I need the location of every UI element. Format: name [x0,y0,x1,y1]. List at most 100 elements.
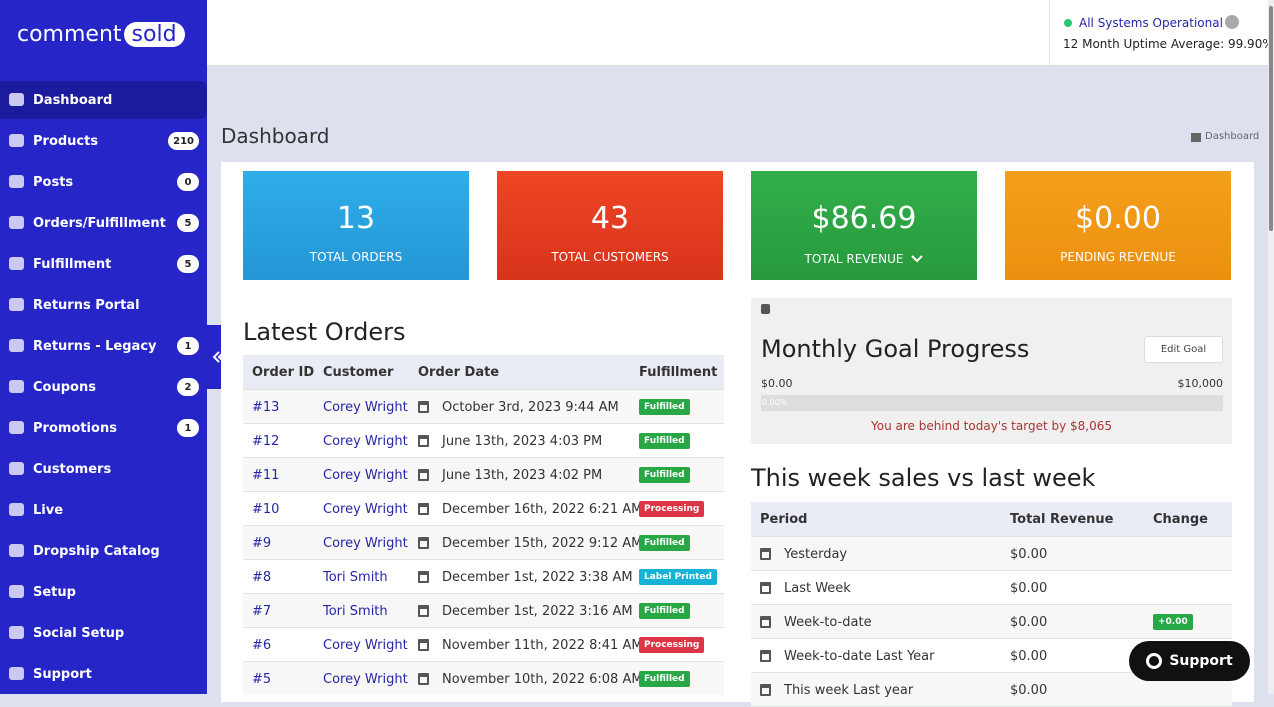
order-row: #7 Tori Smith December 1st, 2022 3:16 AM Fu… [243,593,724,627]
nav-item[interactable]: Products 210 [0,122,207,160]
change-badge: +0.00 [1153,614,1193,630]
order-date: December 1st, 2022 3:16 AM [442,603,633,619]
order-id[interactable]: #13 [252,399,280,415]
customer-link[interactable]: Corey Wright [323,467,408,483]
customer-link[interactable]: Corey Wright [323,399,408,415]
nav-item[interactable]: Support [0,655,207,693]
customer-link[interactable]: Corey Wright [323,535,408,551]
nav-label: Support [33,666,92,682]
period: Week-to-date Last Year [784,648,935,664]
section-title: Latest Orders [243,318,406,346]
status-link[interactable]: All Systems Operational [1079,16,1223,30]
nav-icon [9,134,24,147]
edit-goal-button[interactable]: Edit Goal [1144,336,1223,363]
revenue: $0.00 [1010,580,1048,596]
order-id[interactable]: #12 [252,433,280,449]
nav-icon [9,380,24,393]
order-id[interactable]: #6 [252,637,272,653]
period: Last Week [784,580,851,596]
customer-link[interactable]: Corey Wright [323,637,408,653]
nav-label: Fulfillment [33,256,112,272]
status-badge: Fulfilled [639,603,690,619]
customer-link[interactable]: Corey Wright [323,433,408,449]
order-id[interactable]: #7 [252,603,272,619]
breadcrumb[interactable]: Dashboard [1205,131,1260,142]
nav-badge: 2 [177,378,199,396]
nav-item[interactable]: Setup [0,573,207,611]
stat-value: 43 [590,201,630,236]
nav-item[interactable]: Returns Portal [0,286,207,324]
order-row: #5 Corey Wright November 10th, 2022 6:08 A… [243,661,724,695]
section-title: This week sales vs last week [751,464,1096,492]
customer-link[interactable]: Corey Wright [323,671,408,687]
order-row: #12 Corey Wright June 13th, 2023 4:03 PM Fu… [243,423,724,457]
nav-icon [9,462,24,475]
support-label: Support [1169,653,1233,669]
status-cell: Fulfilled [639,458,690,492]
nav-item[interactable]: Returns - Legacy 1 [0,327,207,365]
nav-item[interactable]: Dashboard [0,81,207,119]
page-title: Dashboard [221,124,330,148]
order-row: #9 Corey Wright December 15th, 2022 9:12 A… [243,525,724,559]
stat-value: 13 [336,201,376,236]
order-row: #8 Tori Smith December 1st, 2022 3:38 AM La… [243,559,724,593]
order-id[interactable]: #10 [252,501,280,517]
order-id[interactable]: #8 [252,569,272,585]
order-date: December 1st, 2022 3:38 AM [442,569,633,585]
week-row: Week-to-date $0.00 +0.00 [751,604,1232,638]
calendar-icon [418,571,429,583]
change-cell: +0.00 [1153,605,1193,639]
dropdown-icon [911,255,924,263]
nav-icon [9,585,24,598]
status-cell: Fulfilled [639,526,690,560]
customer-link[interactable]: Tori Smith [323,603,388,619]
column-header: Fulfillment [639,365,718,380]
calendar-icon [760,548,771,560]
revenue: $0.00 [1010,546,1048,562]
nav-label: Dashboard [33,92,113,108]
nav-item[interactable]: Dropship Catalog [0,532,207,570]
nav-item[interactable]: Orders/Fulfillment 5 [0,204,207,242]
nav-item[interactable]: Fulfillment 5 [0,245,207,283]
order-date: December 15th, 2022 9:12 AM [442,535,643,551]
status-cell: Fulfilled [639,594,690,628]
calendar-icon [760,582,771,594]
nav-icon [9,216,24,229]
nav-label: Returns - Legacy [33,338,157,354]
week-row: Week-to-date Last Year $0.00 [751,638,1232,672]
nav-item[interactable]: Posts 0 [0,163,207,201]
goal-title: Monthly Goal Progress [761,335,1030,363]
top-bar: All Systems Operational 12 Month Uptime … [207,0,1274,66]
customer-link[interactable]: Tori Smith [323,569,388,585]
nav-item[interactable]: Live [0,491,207,529]
calendar-icon [760,684,771,696]
nav-item[interactable]: Promotions 1 [0,409,207,447]
support-button[interactable]: Support [1129,641,1250,681]
revenue: $0.00 [1010,682,1048,698]
status-cell: Fulfilled [639,390,690,424]
calendar-icon [418,435,429,447]
column-header: Customer [323,365,394,380]
nav-label: Dropship Catalog [33,543,160,559]
customer-link[interactable]: Corey Wright [323,501,408,517]
scroll-thumb [1269,6,1273,231]
logo-right: sold [123,22,185,47]
chat-icon [1146,653,1163,669]
info-icon[interactable] [1225,15,1239,29]
order-id[interactable]: #9 [252,535,272,551]
nav-label: Posts [33,174,74,190]
order-id[interactable]: #5 [252,671,272,687]
stat-label: PENDING REVENUE [1060,250,1176,264]
revenue: $0.00 [1010,614,1048,630]
nav-item[interactable]: Customers [0,450,207,488]
status-badge: Fulfilled [639,535,690,551]
nav-item[interactable]: Social Setup [0,614,207,652]
status-badge: Label Printed [639,569,717,585]
nav-label: Coupons [33,379,96,395]
nav-badge: 210 [168,132,199,150]
stat-card[interactable]: $86.69 TOTAL REVENUE [751,171,977,280]
status-badge: Fulfilled [639,433,690,449]
nav-item[interactable]: Coupons 2 [0,368,207,406]
calendar-icon [760,650,771,662]
order-id[interactable]: #11 [252,467,280,483]
